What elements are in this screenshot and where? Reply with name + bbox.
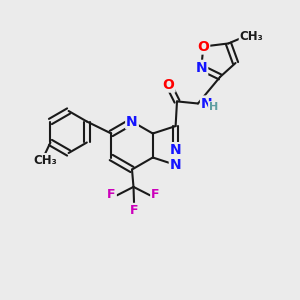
Text: N: N	[126, 115, 138, 128]
Text: F: F	[107, 188, 116, 201]
Text: N: N	[196, 61, 207, 75]
Text: N: N	[170, 143, 182, 157]
Text: O: O	[197, 40, 209, 53]
Text: CH₃: CH₃	[33, 154, 57, 167]
Text: O: O	[163, 78, 175, 92]
Text: H: H	[209, 102, 218, 112]
Text: CH₃: CH₃	[240, 30, 263, 44]
Text: N: N	[201, 97, 213, 110]
Text: F: F	[151, 188, 160, 201]
Text: N: N	[170, 158, 182, 172]
Text: F: F	[130, 204, 138, 217]
